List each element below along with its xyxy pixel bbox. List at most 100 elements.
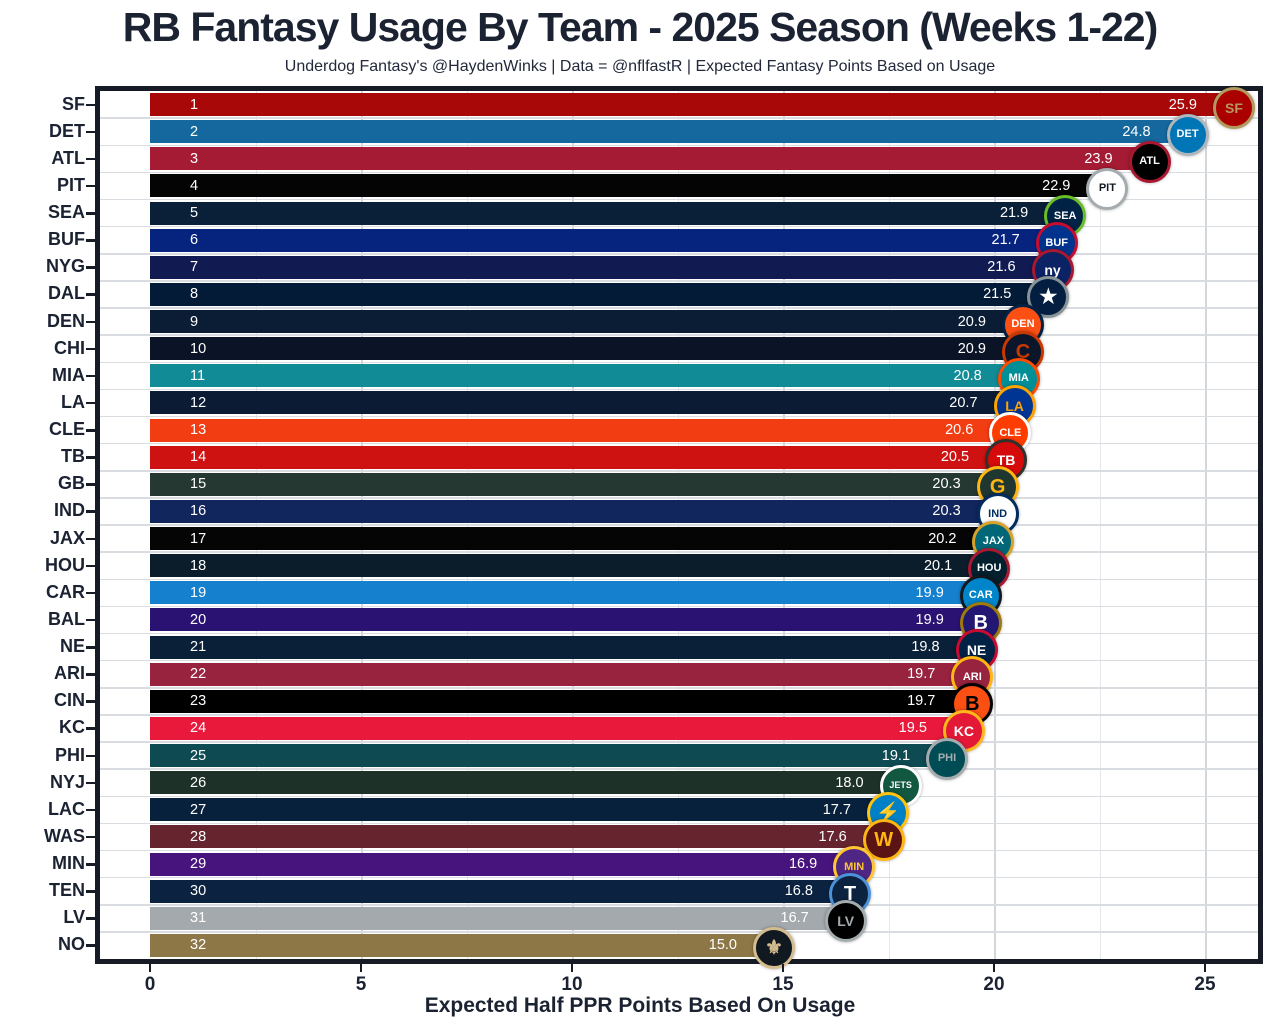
team-label: BAL	[48, 608, 85, 629]
y-tick-mark	[86, 591, 95, 595]
rank-label: 7	[190, 259, 199, 276]
horizontal-gridline	[100, 741, 1258, 743]
team-logo-glyph: ⚜	[765, 937, 783, 960]
value-label: 21.5	[983, 286, 1012, 303]
rank-label: 10	[190, 340, 207, 357]
team-label: LV	[63, 907, 85, 928]
rank-label: 19	[190, 584, 207, 601]
team-logo-glyph: CAR	[968, 589, 993, 602]
team-logo-glyph: MIN	[844, 860, 865, 873]
value-label: 20.9	[957, 313, 986, 330]
horizontal-gridline	[100, 307, 1258, 309]
value-label: 19.5	[898, 720, 927, 737]
value-label: 24.8	[1122, 123, 1151, 140]
team-logo-glyph: LV	[837, 913, 855, 930]
team-logo-glyph: NE	[966, 642, 987, 659]
rank-label: 20	[190, 611, 207, 628]
x-tick-mark	[359, 964, 363, 972]
y-tick-mark	[86, 564, 95, 568]
y-tick-mark	[86, 727, 95, 730]
team-bar: 12 20.7	[150, 391, 1024, 415]
team-label: WAS	[43, 825, 85, 846]
team-label: CLE	[49, 419, 85, 440]
team-bar: 8 21.5	[150, 282, 1058, 306]
team-logo-glyph: ARI	[962, 670, 982, 683]
rank-label: 27	[190, 801, 207, 818]
y-tick-mark	[86, 700, 95, 703]
y-tick-mark	[86, 917, 95, 920]
horizontal-gridline	[100, 415, 1258, 418]
team-bar: 22 19.7	[150, 662, 982, 686]
value-label: 20.5	[940, 449, 970, 466]
rank-label: 29	[190, 856, 207, 873]
y-tick-mark	[86, 781, 95, 785]
rank-label: 4	[190, 177, 199, 194]
horizontal-gridline	[100, 225, 1258, 228]
team-label: CAR	[46, 581, 85, 602]
team-bar: 6 21.7	[150, 228, 1066, 252]
rank-label: 3	[190, 150, 199, 167]
x-tick-mark	[781, 964, 785, 972]
team-label: ATL	[51, 147, 85, 168]
horizontal-gridline	[100, 605, 1258, 608]
team-bar: 26 18.0	[150, 771, 910, 795]
value-label: 22.9	[1042, 177, 1071, 194]
value-label: 21.9	[999, 205, 1029, 222]
y-tick-mark	[86, 130, 95, 134]
chart-title: RB Fantasy Usage By Team - 2025 Season (…	[122, 4, 1158, 50]
team-bar: 19 19.9	[150, 581, 990, 605]
x-tick-label: 5	[355, 974, 367, 995]
team-logo-glyph: KC	[953, 723, 974, 740]
team-bar: 14 20.5	[150, 445, 1016, 469]
team-bar: 9 20.9	[150, 310, 1032, 334]
value-label: 19.7	[907, 666, 936, 683]
team-logo-glyph: PHI	[937, 752, 957, 765]
value-label: 19.8	[911, 639, 940, 656]
team-bar: 27 17.7	[150, 798, 897, 822]
team-bar: 5 21.9	[150, 201, 1075, 225]
value-label: 19.1	[881, 747, 911, 764]
team-logo-glyph: SEA	[1053, 209, 1077, 222]
team-label: SEA	[47, 202, 85, 223]
y-tick-mark	[86, 429, 95, 432]
y-tick-mark	[86, 347, 95, 351]
team-logo-glyph: BUF	[1045, 236, 1069, 249]
team-logo: ATL	[1128, 140, 1171, 183]
team-logo-glyph: DEN	[1011, 318, 1035, 331]
team-label: DET	[49, 120, 85, 141]
horizontal-gridline	[100, 497, 1258, 499]
horizontal-gridline	[100, 578, 1258, 580]
team-logo-glyph: DET	[1176, 128, 1199, 141]
team-bar: 21 19.8	[150, 635, 986, 659]
rank-label: 17	[190, 530, 207, 547]
chart-subtitle: Underdog Fantasy's @HaydenWinks | Data =…	[284, 58, 996, 75]
horizontal-gridline	[100, 388, 1258, 391]
value-label: 16.7	[780, 910, 809, 927]
value-label: 18.0	[835, 774, 864, 791]
y-tick-mark	[86, 293, 95, 296]
horizontal-gridline	[100, 117, 1258, 119]
y-tick-mark	[86, 266, 95, 269]
rank-label: 13	[190, 422, 207, 439]
team-label: LA	[61, 391, 85, 412]
value-label: 17.6	[818, 828, 847, 845]
team-label: BUF	[48, 229, 85, 250]
team-label: HOU	[45, 554, 85, 575]
team-bar: 4 22.9	[150, 174, 1117, 198]
team-logo: ⚜	[753, 927, 795, 970]
team-logo-glyph: W	[874, 828, 894, 851]
team-logo-glyph: G	[989, 476, 1006, 499]
y-tick-mark	[86, 157, 95, 161]
rank-label: 5	[190, 205, 199, 222]
horizontal-gridline	[100, 361, 1258, 363]
rank-label: 8	[190, 286, 199, 303]
team-label: NO	[58, 934, 85, 955]
y-tick-mark	[86, 320, 95, 324]
horizontal-gridline	[100, 198, 1258, 201]
value-label: 16.9	[788, 856, 818, 873]
team-logo-glyph: JETS	[889, 780, 912, 791]
plot-area: 1 25.9 SF 2 24.8 DET 3 23.9 ATL 4 22.9 P…	[95, 86, 1263, 970]
team-logo-glyph: ATL	[1139, 155, 1160, 168]
x-tick-label: 0	[144, 974, 156, 995]
team-bar: 29 16.9	[150, 852, 864, 876]
